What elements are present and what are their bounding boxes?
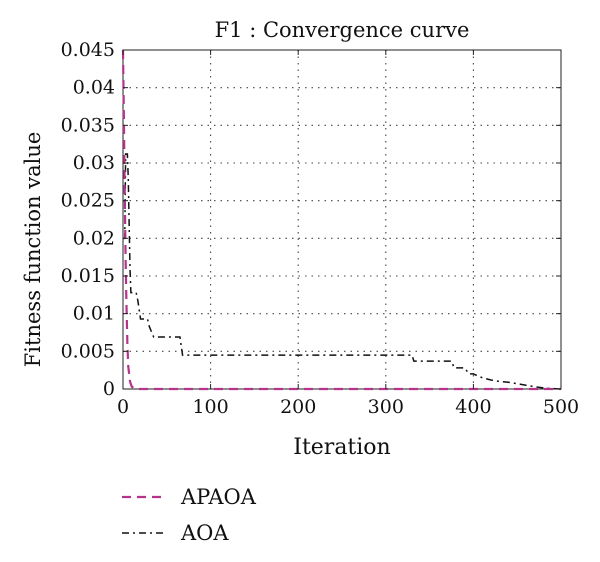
x-tick-label: 0	[117, 396, 129, 418]
y-tick-label: 0.02	[73, 227, 115, 249]
plot-frame	[122, 49, 562, 390]
x-tick-label: 100	[192, 396, 228, 418]
chart-title: F1 : Convergence curve	[215, 18, 470, 42]
grid	[123, 50, 561, 389]
x-tick-label: 400	[455, 396, 491, 418]
y-tick-label: 0.01	[73, 303, 115, 325]
y-tick-label: 0.03	[73, 152, 115, 174]
y-tick-label: 0	[103, 378, 115, 400]
series-line-aoa	[123, 153, 562, 390]
y-tick-label: 0.025	[61, 190, 115, 212]
x-axis-label: Iteration	[293, 435, 390, 460]
y-axis-label: Fitness function value	[21, 132, 45, 368]
legend-label-aoa: AOA	[180, 521, 229, 545]
axis-ticks: 0 100 200 300 400 500 0 0.005 0.01 0.015 0.02 0.025…	[61, 39, 580, 418]
y-tick-label: 0.015	[61, 265, 115, 287]
x-tick-label: 300	[368, 396, 404, 418]
legend: APAOA AOA	[122, 485, 257, 545]
x-tick-label: 200	[280, 396, 316, 418]
legend-label-apaoa: APAOA	[180, 485, 257, 509]
series-line-apaoa	[121, 49, 561, 391]
y-tick-label: 0.04	[73, 77, 115, 99]
y-tick-label: 0.045	[61, 39, 115, 61]
x-tick-label: 500	[543, 396, 579, 418]
y-tick-label: 0.005	[61, 340, 115, 362]
y-tick-label: 0.035	[61, 114, 115, 136]
series-layer	[121, 49, 562, 391]
